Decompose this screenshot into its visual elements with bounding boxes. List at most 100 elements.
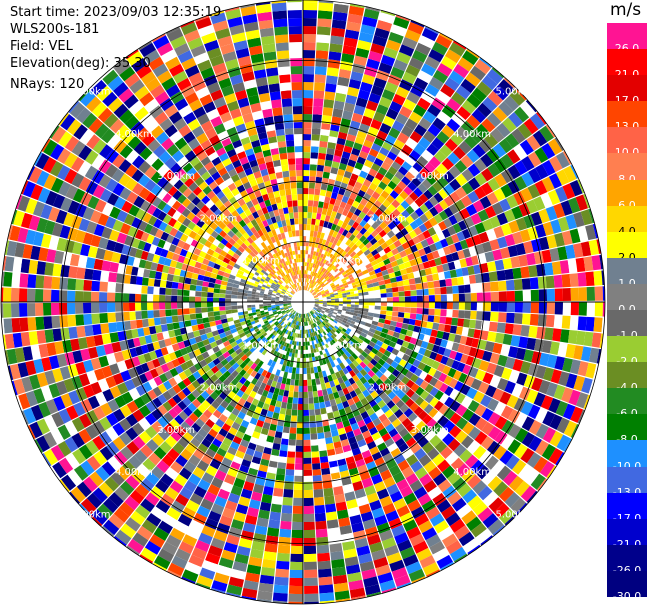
velocity-gate (314, 305, 319, 308)
velocity-gate (599, 333, 604, 348)
velocity-gate (231, 298, 238, 302)
velocity-gate (51, 315, 61, 329)
velocity-gate (377, 276, 385, 282)
velocity-gate (467, 190, 480, 204)
velocity-gate (189, 290, 196, 297)
velocity-gate (591, 255, 602, 271)
velocity-gate (107, 312, 116, 323)
velocity-gate (346, 304, 351, 307)
velocity-gate (343, 37, 358, 48)
velocity-gate (414, 124, 427, 137)
velocity-gate (463, 318, 471, 328)
velocity-gate (465, 237, 474, 248)
velocity-gate (475, 320, 482, 330)
velocity-gate (372, 333, 380, 340)
velocity-gate (299, 367, 303, 374)
velocity-gate (327, 287, 333, 291)
velocity-gate (432, 117, 446, 131)
velocity-gate (408, 166, 419, 177)
velocity-gate (392, 265, 400, 272)
velocity-gate (225, 302, 232, 307)
velocity-gate (393, 139, 405, 151)
velocity-gate (200, 297, 208, 302)
velocity-gate (549, 247, 560, 262)
velocity-gate (153, 302, 160, 310)
velocity-gate (482, 282, 491, 292)
velocity-gate (475, 123, 490, 138)
velocity-gate (492, 249, 503, 261)
velocity-gate (326, 252, 331, 257)
velocity-gate (371, 213, 379, 222)
velocity-gate (516, 372, 528, 386)
velocity-gate (361, 328, 369, 335)
velocity-gate (318, 257, 323, 262)
velocity-gate (321, 284, 326, 288)
velocity-gate (325, 309, 330, 312)
velocity-gate (481, 75, 498, 91)
velocity-gate (350, 293, 355, 297)
velocity-gate (314, 504, 326, 514)
velocity-gate (466, 149, 480, 163)
velocity-gate (368, 305, 375, 310)
velocity-gate (453, 212, 464, 223)
velocity-gate (552, 328, 562, 342)
velocity-gate (317, 279, 321, 284)
velocity-gate (434, 294, 441, 302)
velocity-gate (363, 108, 376, 119)
velocity-gate (538, 289, 547, 302)
velocity-gate (561, 315, 571, 329)
velocity-gate (464, 310, 471, 319)
velocity-gate (153, 286, 160, 295)
velocity-gate (521, 156, 535, 172)
velocity-gate (549, 156, 563, 173)
velocity-gate (373, 285, 380, 291)
velocity-gate (334, 199, 342, 207)
velocity-gate (489, 215, 501, 229)
velocity-gate (305, 270, 308, 275)
velocity-gate (27, 303, 36, 317)
velocity-gate (448, 191, 461, 204)
velocity-gate (364, 159, 374, 169)
velocity-gate (335, 263, 340, 268)
velocity-gate (541, 249, 552, 263)
velocity-gate (430, 169, 443, 181)
velocity-gate (559, 260, 570, 274)
velocity-gate (330, 167, 339, 175)
velocity-gate (295, 445, 303, 452)
velocity-gate (324, 269, 328, 274)
velocity-gate (306, 278, 308, 283)
velocity-gate (425, 83, 440, 97)
velocity-gate (333, 251, 339, 257)
velocity-gate (346, 308, 351, 312)
velocity-gate (377, 261, 386, 268)
velocity-gate (420, 254, 429, 263)
velocity-gate (361, 206, 370, 215)
velocity-gate (399, 106, 413, 118)
velocity-gate (363, 259, 371, 266)
velocity-gate (529, 277, 539, 290)
velocity-gate (425, 26, 439, 35)
velocity-gate (306, 274, 309, 279)
velocity-gate (474, 348, 485, 360)
velocity-gate (76, 325, 86, 338)
velocity-gate (320, 462, 330, 469)
velocity-gate (183, 289, 190, 296)
velocity-gate (514, 302, 523, 313)
velocity-gate (346, 264, 352, 269)
velocity-gate (493, 226, 505, 239)
velocity-gate (500, 223, 512, 236)
velocity-gate (317, 244, 322, 249)
velocity-gate (303, 373, 308, 380)
velocity-gate (471, 338, 480, 348)
velocity-gate (413, 187, 423, 198)
velocity-gate (68, 266, 78, 279)
velocity-gate (332, 311, 338, 315)
velocity-gate (194, 296, 202, 302)
velocity-gate (389, 277, 397, 283)
velocity-gate (92, 324, 102, 336)
velocity-gate (314, 303, 319, 305)
velocity-gate (581, 346, 592, 362)
velocity-gate (336, 193, 344, 201)
velocity-gate (332, 230, 339, 238)
velocity-gate (342, 306, 347, 309)
